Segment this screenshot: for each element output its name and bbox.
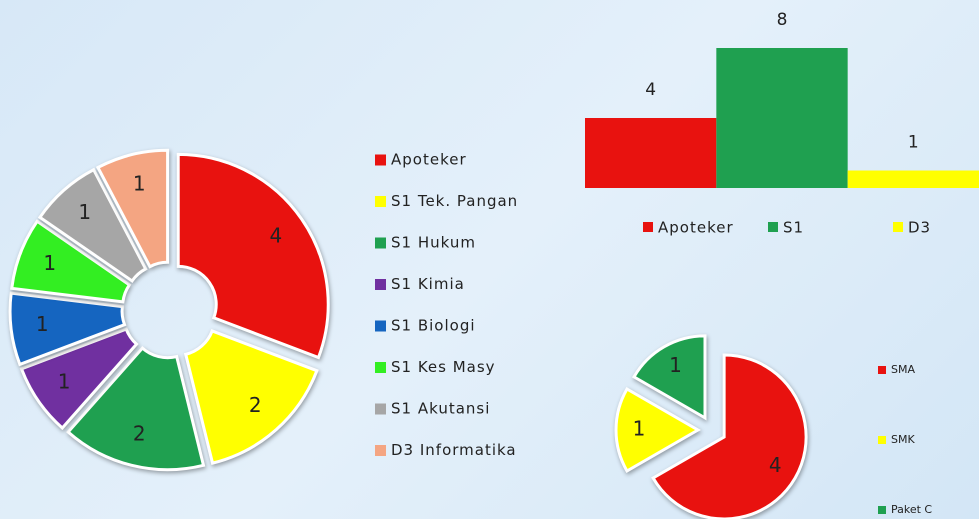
- slice-label: 1: [43, 251, 56, 275]
- legend-label: D3: [908, 219, 931, 237]
- legend-label: Apoteker: [391, 151, 467, 169]
- legend-label: S1 Hukum: [391, 234, 476, 252]
- pie-slice: [95, 148, 170, 269]
- legend-swatch: [375, 320, 386, 332]
- legend-swatch: [643, 222, 653, 232]
- pie-slice: [66, 346, 206, 472]
- slice-label: 1: [669, 353, 682, 377]
- slice-label: 1: [36, 312, 49, 336]
- slice-label: 1: [633, 417, 646, 441]
- slice-label: 4: [769, 453, 782, 477]
- legend-label: S1 Akutansi: [391, 400, 490, 418]
- legend-label: D3 Informatika: [391, 441, 517, 459]
- slice-label: 2: [133, 421, 146, 445]
- bar-label: 4: [645, 80, 656, 100]
- legend-swatch: [375, 445, 386, 456]
- bar-label: 1: [908, 133, 919, 153]
- legend-swatch: [375, 196, 386, 207]
- legend-label: SMA: [891, 363, 915, 376]
- legend-swatch: [375, 403, 386, 415]
- slice-label: 2: [249, 393, 262, 417]
- legend-label: S1 Kimia: [391, 275, 465, 293]
- bar-label: 8: [777, 10, 788, 30]
- legend-label: S1 Kes Masy: [391, 358, 496, 376]
- legend-label: S1: [783, 219, 804, 237]
- slice-label: 1: [133, 172, 146, 196]
- pie-slice: [651, 353, 808, 519]
- pie-slice: [176, 152, 330, 360]
- pie-slice: [37, 167, 148, 284]
- legend-label: S1 Biologi: [391, 317, 476, 335]
- bar: [716, 48, 848, 188]
- pie-slice: [631, 334, 707, 421]
- bar: [585, 118, 717, 188]
- legend-label: Apoteker: [658, 219, 734, 237]
- legend-swatch: [375, 362, 386, 373]
- pie-slice: [10, 219, 132, 304]
- pie-slice: [19, 327, 139, 431]
- slice-label: 4: [270, 223, 283, 247]
- legend-label: SMK: [891, 433, 915, 446]
- legend-label: S1 Tek. Pangan: [391, 192, 518, 210]
- pie-slice: [183, 329, 319, 465]
- legend-swatch: [878, 366, 886, 374]
- legend-swatch: [375, 279, 386, 290]
- bar: [847, 170, 979, 188]
- slice-label: 1: [78, 200, 91, 224]
- pie-slice: [8, 291, 127, 367]
- pie-slice: [614, 386, 701, 474]
- legend-swatch: [878, 436, 886, 444]
- legend-swatch: [893, 222, 903, 232]
- legend-swatch: [375, 237, 386, 249]
- legend-swatch: [375, 154, 386, 166]
- legend-label: Paket C: [891, 503, 932, 516]
- legend-swatch: [878, 506, 886, 514]
- slice-label: 1: [58, 370, 71, 394]
- legend-swatch: [768, 222, 778, 232]
